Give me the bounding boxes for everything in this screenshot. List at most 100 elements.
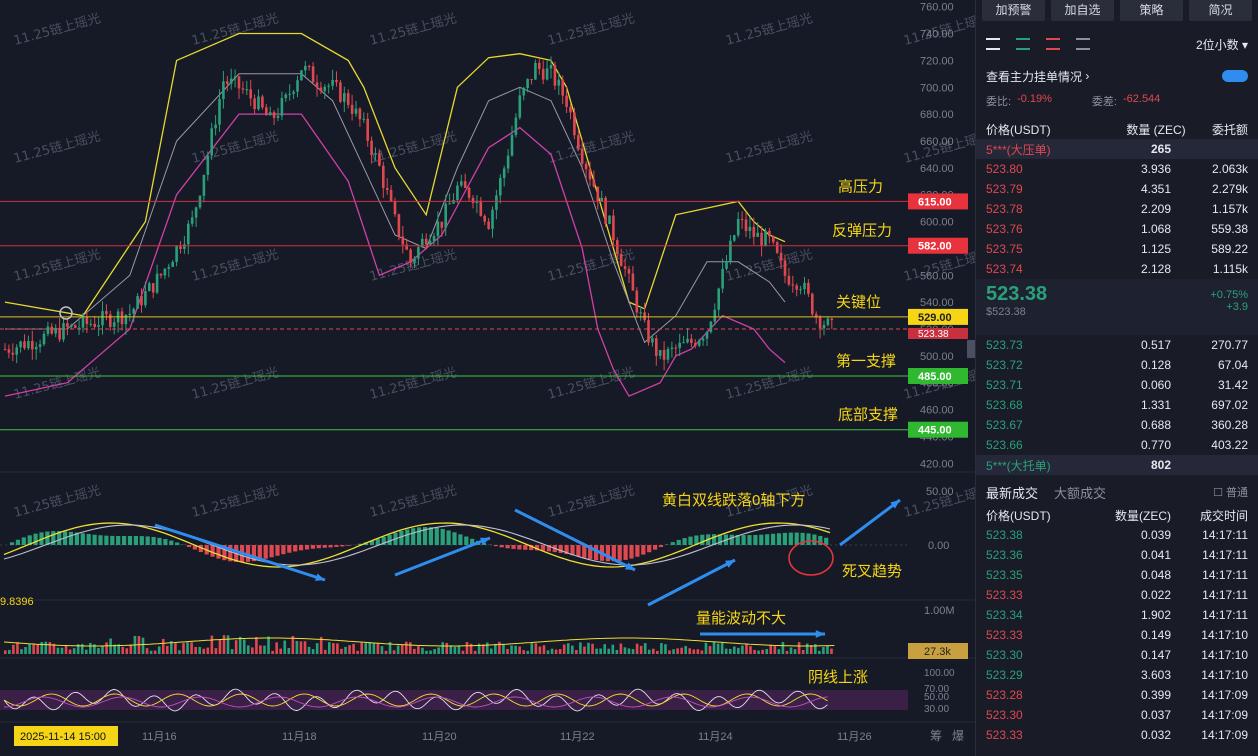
ask-row[interactable]: 523.76 1.068 559.38 (976, 219, 1258, 239)
candle-body (73, 325, 77, 328)
volume-bar (303, 641, 307, 654)
ask-row[interactable]: 523.80 3.936 2.063k (976, 159, 1258, 179)
candle-body (268, 112, 272, 116)
trade-tabs: 最新成交 大额成交 ☐ 普通 (976, 479, 1258, 505)
macd-bar (287, 545, 292, 553)
volume-bar (490, 648, 493, 654)
ask-row[interactable]: 523.78 2.209 1.157k (976, 199, 1258, 219)
bid-row-total: 67.04 (1217, 358, 1248, 372)
tab-latest-trades[interactable]: 最新成交 (986, 485, 1039, 501)
macd-bar (257, 545, 262, 561)
macd-dif-line (3, 522, 831, 568)
level-tag (908, 421, 968, 438)
trade-header-qty[interactable]: 数量(ZEC) (1115, 508, 1171, 523)
macd-bar (546, 545, 551, 552)
rsi-tick-label: 50.00 (924, 692, 949, 703)
candle-body (436, 221, 440, 237)
watermark: 11.25链上瑶光 (724, 11, 814, 49)
bid-row[interactable]: 523.73 0.517 270.77 (976, 335, 1258, 355)
volume-bar (68, 649, 72, 654)
macd-bar (794, 532, 799, 545)
volume-bar (785, 650, 789, 654)
ask-row-total: 2.279k (1211, 182, 1248, 196)
x-tick-label: 11月24 (698, 731, 733, 743)
volume-bar (4, 650, 7, 654)
bid-row[interactable]: 523.66 0.770 403.22 (976, 435, 1258, 455)
ask-row-price: 523.78 (986, 202, 1023, 216)
candle-body (686, 338, 689, 343)
macd-bar (570, 545, 575, 556)
mid-price-usd: $523.38 (986, 306, 1026, 318)
bids-view-icon[interactable] (1016, 38, 1030, 50)
expand-icon[interactable] (1076, 38, 1090, 50)
ask-row[interactable]: 523.75 1.125 589.22 (976, 239, 1258, 259)
volume-bar (109, 638, 112, 654)
ask-row[interactable]: 523.79 4.351 2.279k (976, 179, 1258, 199)
candle-body (93, 323, 96, 327)
header-total[interactable]: 委托额 (1211, 122, 1248, 137)
normal-filter[interactable]: ☐ 普通 (1213, 487, 1248, 499)
candle-body (424, 238, 428, 245)
tab-large-trades[interactable]: 大额成交 (1054, 485, 1107, 501)
ask-row-price: 523.75 (986, 242, 1023, 256)
overview-button[interactable]: 简况 (1189, 0, 1252, 21)
macd-bar (411, 528, 416, 545)
candle-body (218, 99, 221, 125)
candle-body (144, 291, 147, 306)
candle-body (799, 289, 802, 291)
macd-tick-label: 50.00 (926, 486, 954, 498)
candle-body (319, 87, 323, 92)
volume-bar (550, 648, 554, 654)
macd-bar (51, 531, 56, 545)
kline-chart-area[interactable]: 11.25链上瑶光 11.25链上瑶光 11.25链上瑶光 11.25链上瑶光 11.2… (0, 0, 975, 756)
bid-row[interactable]: 523.67 0.688 360.28 (976, 415, 1258, 435)
candle-body (358, 108, 362, 120)
watchlist-button[interactable]: 加自选 (1051, 0, 1114, 21)
candle-body (526, 79, 529, 89)
bid-row[interactable]: 523.72 0.128 67.04 (976, 355, 1258, 375)
bid-row[interactable]: 523.71 0.060 31.42 (976, 375, 1258, 395)
candle-body (171, 261, 174, 267)
trade-price: 523.30 (986, 708, 1023, 722)
strategy-button[interactable]: 策略 (1120, 0, 1183, 21)
candle-body (651, 338, 654, 343)
candle-body (346, 93, 350, 105)
candle-body (822, 324, 826, 329)
macd-bar (27, 535, 32, 545)
candle-body (717, 288, 720, 310)
volume-bar (449, 645, 453, 654)
kline-chart[interactable]: 11.25链上瑶光 11.25链上瑶光 11.25链上瑶光 11.25链上瑶光 11.2… (0, 0, 975, 756)
header-qty[interactable]: 数量 (ZEC) (1126, 122, 1186, 137)
main-orders-row[interactable]: 查看主力挂单情况 › (976, 65, 1258, 87)
volume-bar (255, 637, 258, 654)
candle-body (335, 79, 338, 83)
decimal-select[interactable]: 2位小数 ▾ (1195, 37, 1248, 52)
bid-row[interactable]: 523.68 1.331 697.02 (976, 395, 1258, 415)
macd-left-value: 9.8396 (0, 596, 34, 608)
both-sides-view-icon[interactable] (986, 38, 1000, 50)
ratio-label: 委比: (986, 96, 1012, 108)
macd-bar (328, 545, 333, 548)
candle-body (639, 312, 642, 314)
alert-button[interactable]: 加预警 (982, 0, 1045, 21)
ask-row[interactable]: 523.74 2.128 1.115k (976, 259, 1258, 279)
annotation-bearish: 阴线上涨 (808, 669, 868, 686)
main-orders-toggle[interactable] (1222, 70, 1248, 82)
volume-bar (793, 649, 797, 654)
level-tag (908, 308, 968, 325)
volume-bar (696, 649, 700, 654)
volume-bar (352, 643, 355, 654)
volume-bar (506, 648, 509, 654)
diff-value: -62.544 (1122, 93, 1161, 105)
candle-body (362, 118, 366, 120)
volume-bar (186, 642, 189, 654)
candle-body (85, 316, 89, 325)
volume-bar (720, 643, 724, 654)
candle-body (175, 246, 178, 262)
trade-price: 523.36 (986, 548, 1023, 562)
trade-header: 价格(USDT) 数量(ZEC) 成交时间 (976, 505, 1258, 525)
asks-view-icon[interactable] (1046, 38, 1060, 50)
macd-bar (818, 535, 823, 545)
price-tick-label: 560.00 (920, 270, 954, 282)
watermark: 11.25链上瑶光 (12, 365, 102, 403)
